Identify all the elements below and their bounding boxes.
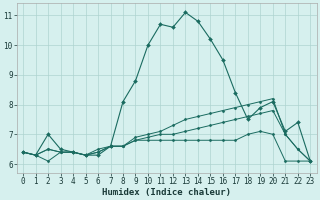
X-axis label: Humidex (Indice chaleur): Humidex (Indice chaleur) [102, 188, 231, 197]
